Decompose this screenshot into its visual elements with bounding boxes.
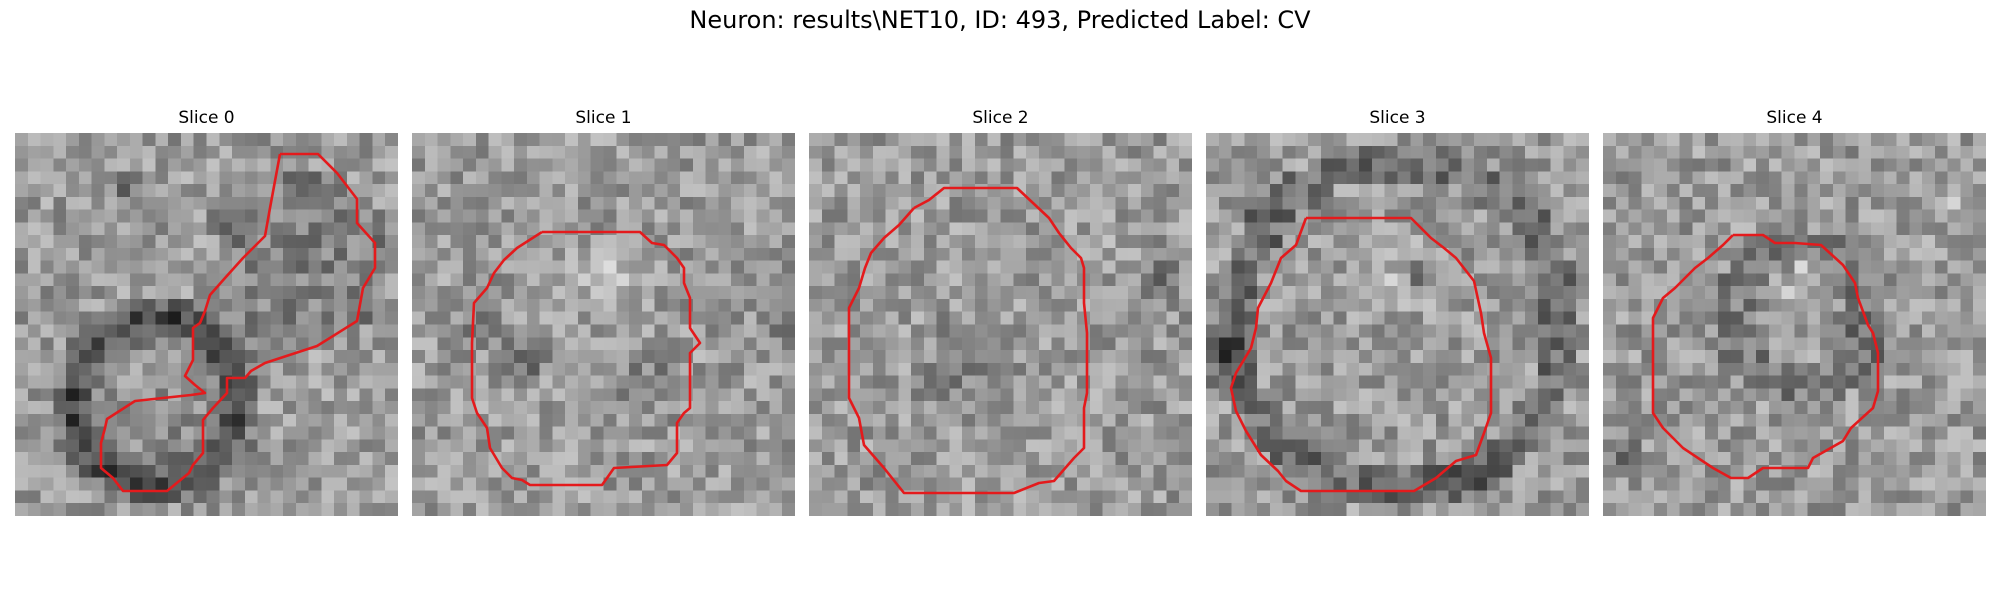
slice-panel-4: Slice 4 xyxy=(1603,108,1986,520)
slice-panel-2: Slice 2 xyxy=(809,108,1192,520)
roi-contour xyxy=(470,230,702,487)
slice-panel-1: Slice 1 xyxy=(412,108,795,520)
slice-image xyxy=(1603,133,1986,516)
figure-title: Neuron: results\NET10, ID: 493, Predicte… xyxy=(689,6,1311,34)
slice-panel-0: Slice 0 xyxy=(15,108,398,520)
roi-contour xyxy=(1651,233,1880,480)
contour-overlay xyxy=(1651,233,1880,480)
slice-title: Slice 3 xyxy=(1369,108,1426,128)
contour-overlay xyxy=(470,230,702,487)
slice-image xyxy=(1206,133,1589,516)
roi-contour xyxy=(1229,216,1493,493)
grayscale-tile xyxy=(809,133,1192,516)
grayscale-tile xyxy=(15,133,398,516)
slice-title: Slice 4 xyxy=(1766,108,1823,128)
slice-image xyxy=(809,133,1192,516)
grayscale-tile xyxy=(1206,133,1589,516)
slice-title: Slice 1 xyxy=(575,108,632,128)
slice-title: Slice 0 xyxy=(178,108,235,128)
roi-contour xyxy=(99,152,377,493)
contour-overlay xyxy=(847,186,1089,495)
grayscale-tile xyxy=(1603,133,1986,516)
grayscale-tile xyxy=(412,133,795,516)
slice-panel-3: Slice 3 xyxy=(1206,108,1589,520)
slice-title: Slice 2 xyxy=(972,108,1029,128)
slice-image xyxy=(412,133,795,516)
contour-overlay xyxy=(1229,216,1493,493)
roi-contour xyxy=(847,186,1089,495)
contour-overlay xyxy=(99,152,377,493)
slice-image xyxy=(15,133,398,516)
